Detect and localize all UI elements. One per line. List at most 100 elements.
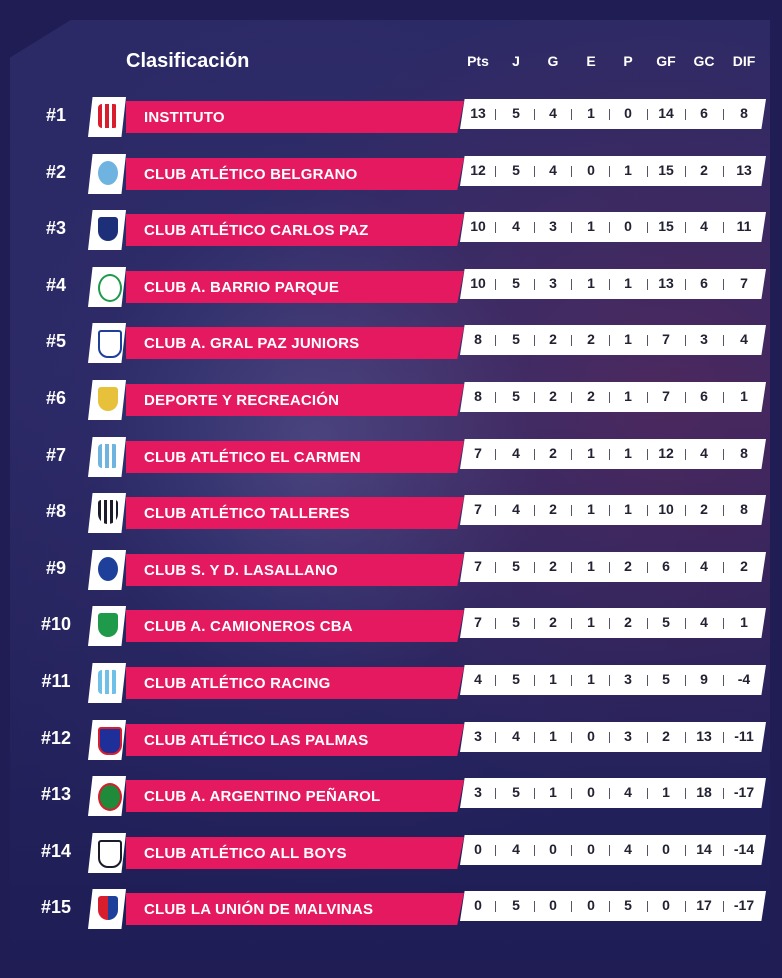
table-row: #15 CLUB LA UNIÓN DE MALVINAS 0 5 0 0 5 0 17 -17 [0,889,782,929]
rank-label: #6 [45,388,67,408]
rank-label: #13 [40,784,72,804]
stat-pts: 0 [474,897,482,913]
stat-gc: 4 [700,558,708,574]
column-separator [571,562,572,573]
column-separator [609,618,610,629]
stat-gc: 6 [700,105,708,121]
rank-label: #7 [45,445,67,465]
column-separator [723,392,724,403]
stat-gc: 3 [700,331,708,347]
stat-gc: 13 [696,728,712,744]
column-separator [571,335,572,346]
stat-gf: 6 [662,558,670,574]
stat-gf: 15 [658,218,674,234]
stat-e: 1 [587,275,595,291]
page-title: Clasificación [126,50,250,72]
stat-gc: 9 [700,671,708,687]
stat-gc: 4 [700,614,708,630]
column-separator [685,335,686,346]
stat-g: 2 [549,388,557,404]
column-separator [647,618,648,629]
column-separator [723,222,724,233]
column-separator [571,166,572,177]
column-header-e: E [586,53,596,69]
column-separator [647,335,648,346]
stat-gc: 4 [700,445,708,461]
stat-e: 1 [587,501,595,517]
stat-p: 1 [624,501,632,517]
stats-bar: 13 5 4 1 0 14 6 8 [460,99,766,129]
stat-g: 4 [549,105,557,121]
column-separator [534,618,535,629]
team-name: CLUB A. BARRIO PARQUE [144,279,340,296]
stat-p: 2 [624,614,632,630]
column-separator [495,166,496,177]
stat-dif: -4 [737,671,751,687]
team-name: CLUB LA UNIÓN DE MALVINAS [144,901,374,918]
stat-j: 4 [512,218,520,234]
column-separator [609,279,610,290]
stat-j: 5 [512,331,520,347]
stat-gc: 17 [696,897,712,913]
table-row: #7 CLUB ATLÉTICO EL CARMEN 7 4 2 1 1 12 4 8 [0,437,782,477]
rank-label: #14 [40,841,72,861]
stat-p: 1 [624,388,632,404]
stat-j: 5 [512,275,520,291]
stat-gc: 6 [700,275,708,291]
team-bar: CLUB A. CAMIONEROS CBA [126,610,464,642]
team-bar: CLUB S. Y D. LASALLANO [126,554,464,586]
team-name: CLUB ATLÉTICO BELGRANO [144,166,358,183]
camioneros-crest-icon [88,606,126,646]
team-bar: CLUB ATLÉTICO LAS PALMAS [126,724,464,756]
column-header-dif: DIF [732,53,756,69]
stat-gc: 6 [700,388,708,404]
stat-gc: 2 [700,162,708,178]
column-separator [647,449,648,460]
stat-pts: 8 [474,331,482,347]
stats-bar: 7 4 2 1 1 12 4 8 [460,439,766,469]
column-separator [534,562,535,573]
stat-e: 2 [587,331,595,347]
malvinas-crest-icon [88,889,126,929]
stat-j: 5 [512,897,520,913]
column-header-j: J [512,53,520,69]
team-bar: DEPORTE Y RECREACIÓN [126,384,464,416]
team-bar: INSTITUTO [126,101,464,133]
all-boys-crest-icon [88,833,126,873]
column-separator [495,562,496,573]
stat-p: 4 [624,784,632,800]
rank-label: #9 [45,558,67,578]
stat-pts: 3 [474,728,482,744]
stat-pts: 10 [470,218,486,234]
column-separator [647,675,648,686]
stat-g: 1 [549,671,557,687]
column-separator [685,505,686,516]
instituto-crest-icon [88,97,126,137]
stat-pts: 3 [474,784,482,800]
column-separator [495,675,496,686]
stat-g: 3 [549,275,557,291]
stat-p: 4 [624,841,632,857]
column-separator [723,618,724,629]
table-row: #10 CLUB A. CAMIONEROS CBA 7 5 2 1 2 5 4 1 [0,606,782,646]
team-name: CLUB ATLÉTICO EL CARMEN [144,449,361,466]
stat-g: 0 [549,897,557,913]
column-separator [495,618,496,629]
table-row: #14 CLUB ATLÉTICO ALL BOYS 0 4 0 0 4 0 14 -14 [0,833,782,873]
column-separator [534,109,535,120]
stat-dif: -14 [733,841,755,857]
table-row: #4 CLUB A. BARRIO PARQUE 10 5 3 1 1 13 6 7 [0,267,782,307]
team-bar: CLUB ATLÉTICO RACING [126,667,464,699]
table-row: #5 CLUB A. GRAL PAZ JUNIORS 8 5 2 2 1 7 3 4 [0,323,782,363]
stat-gf: 10 [658,501,674,517]
stat-p: 2 [624,558,632,574]
stat-pts: 12 [470,162,486,178]
rank-label: #2 [45,162,67,182]
crest-emblem [98,896,118,920]
crest-emblem [98,330,122,358]
stat-j: 4 [512,501,520,517]
gral-paz-crest-icon [88,323,126,363]
column-separator [495,449,496,460]
column-separator [495,222,496,233]
column-separator [609,222,610,233]
